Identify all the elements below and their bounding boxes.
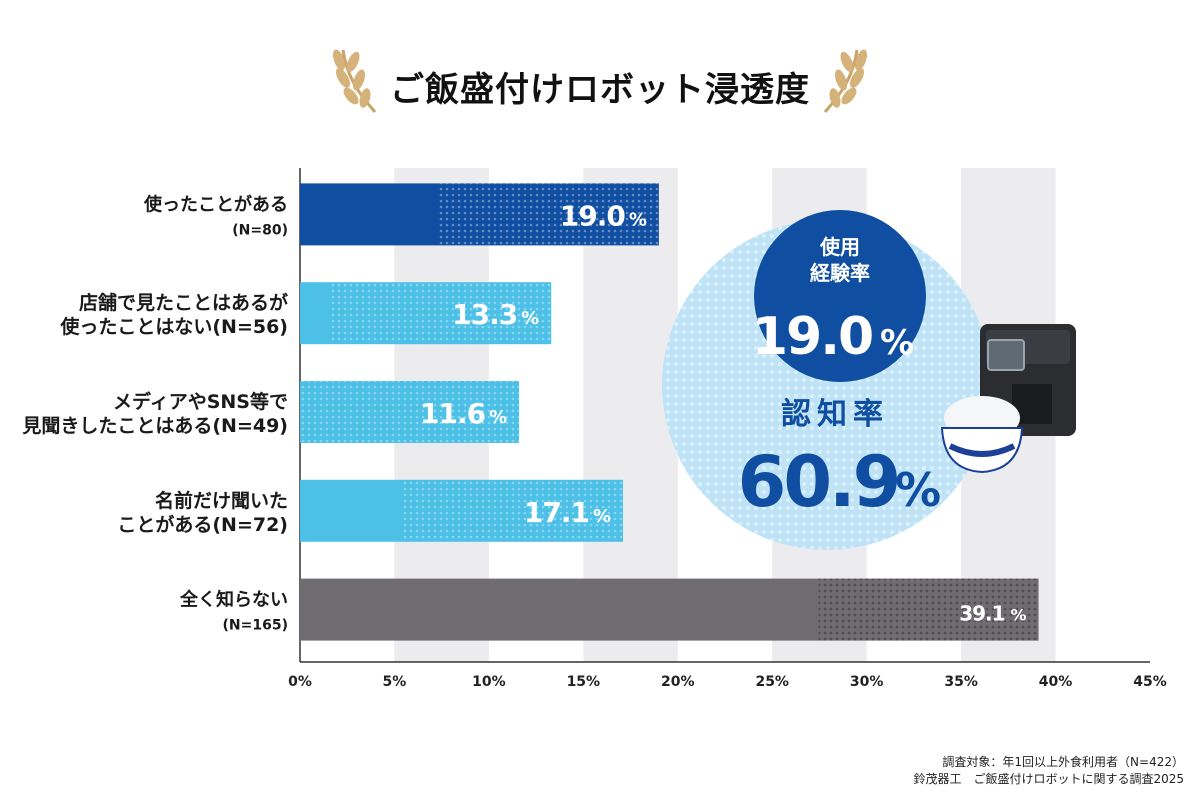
category-label-line1: メディアやSNS等で	[113, 390, 288, 413]
title-area: ご飯盛付けロボット浸透度	[0, 40, 1200, 120]
x-tick-labels: 0% 5% 10% 15% 20% 25% 30% 35% 40% 45%	[288, 674, 1167, 690]
usage-label-line2: 経験率	[810, 261, 870, 285]
category-label-line1: 全く知らない	[179, 589, 288, 611]
bar-value-label: 13.3	[452, 298, 517, 331]
category-label-line2: 使ったことはない(N=56)	[59, 316, 288, 338]
category-label-line2: (N=165)	[223, 618, 288, 634]
awareness-label: 認知率	[781, 397, 889, 432]
usage-unit: %	[880, 323, 914, 363]
bowl	[940, 427, 1024, 474]
awareness-value: 60.9	[738, 441, 899, 523]
x-tick-label: 15%	[567, 674, 601, 690]
awareness-unit: %	[895, 463, 941, 517]
category-label-line1: 名前だけ聞いた	[155, 489, 288, 512]
x-tick-label: 35%	[944, 674, 978, 690]
wheat-right-icon	[823, 49, 868, 113]
bar-texture	[403, 479, 623, 542]
bar-value-label: 17.1	[524, 496, 589, 529]
usage-value: 19.0	[752, 307, 872, 367]
bowl-stripe	[948, 443, 1016, 457]
x-tick-label: 20%	[661, 674, 695, 690]
category-label-line1: 使ったことがある	[143, 193, 288, 215]
bars: 19.0 %13.3 %11.6 %17.1 %39.1%	[300, 183, 1039, 641]
x-tick-label: 45%	[1133, 674, 1167, 690]
usage-label-line1: 使用	[819, 235, 860, 259]
bar-texture	[300, 381, 520, 443]
bar-texture	[818, 578, 1039, 641]
chart-title: ご飯盛付けロボット浸透度	[390, 70, 810, 110]
category-label-line2: (N=80)	[232, 222, 288, 238]
bar-value-unit: %	[629, 209, 647, 230]
rice-bowl-icon	[940, 396, 1024, 474]
bar-value-unit: %	[593, 506, 611, 527]
bar-value-label: 11.6	[420, 397, 485, 430]
x-tick-label: 40%	[1039, 674, 1073, 690]
robot-screen	[987, 339, 1025, 371]
category-label-line1: 店舗で見たことはあるが	[79, 291, 288, 314]
source-note: 鈴茂器工 ご飯盛付けロボットに関する調査2025	[913, 772, 1184, 786]
bar-value-label: 19.0	[560, 199, 626, 232]
bar-value-unit: %	[1011, 606, 1027, 625]
bar-value-unit: %	[489, 407, 507, 428]
footer-notes: 調査対象：年1回以上外食利用者（N=422） 鈴茂器工 ご飯盛付けロボットに関す…	[913, 754, 1184, 788]
wheat-left-icon	[332, 49, 377, 113]
bar-texture	[331, 282, 552, 345]
usage-circle	[754, 210, 926, 382]
x-tick-label: 10%	[472, 674, 506, 690]
x-tick-label: 5%	[383, 674, 407, 690]
bar-value-unit: %	[521, 308, 539, 329]
x-tick-label: 30%	[850, 674, 884, 690]
category-label-line2: ことがある(N=72)	[117, 513, 288, 536]
category-label-line2: 見聞きしたことはある(N=49)	[22, 415, 288, 437]
x-tick-label: 25%	[755, 674, 789, 690]
bar-texture	[438, 183, 659, 246]
x-tick-label: 0%	[288, 674, 312, 690]
survey-target-note: 調査対象：年1回以上外食利用者（N=422）	[942, 755, 1184, 769]
bar-value-label: 39.1	[959, 602, 1004, 626]
